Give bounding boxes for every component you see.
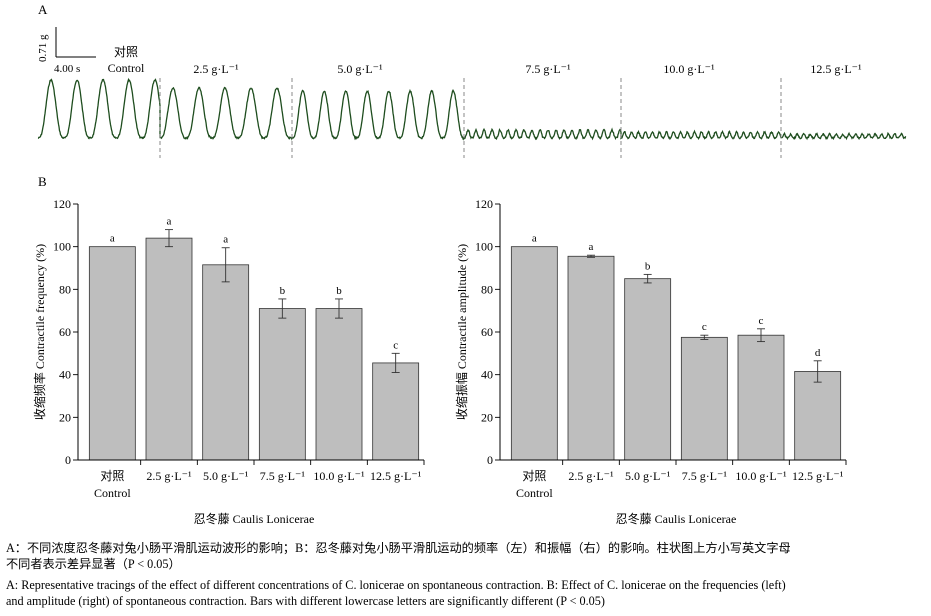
segment-dividers xyxy=(159,78,782,158)
segment-label: 2.5 g·L⁻¹ xyxy=(193,62,239,76)
scale-bar-y-label: 0.71 g xyxy=(37,34,49,62)
bar xyxy=(567,255,615,461)
error-bar xyxy=(643,273,652,284)
error-bar xyxy=(587,254,595,258)
error-bar xyxy=(221,247,230,283)
y-tick-label: 120 xyxy=(475,197,493,211)
error-bar xyxy=(700,334,709,340)
x-tick-label: 2.5 g·L⁻¹ xyxy=(146,469,192,483)
bar xyxy=(624,278,672,461)
x-tick-label: 7.5 g·L⁻¹ xyxy=(260,469,306,483)
y-tick-label: 60 xyxy=(59,325,71,339)
y-tick-label: 80 xyxy=(481,282,493,296)
scale-bar-x-label: 4.00 s xyxy=(54,63,80,75)
caption-cn-line1: A：不同浓度忍冬藤对兔小肠平滑肌运动波形的影响；B：忍冬藤对兔小肠平滑肌运动的频… xyxy=(6,541,791,555)
x-tick-label: 10.0 g·L⁻¹ xyxy=(735,469,787,483)
x-tick-label: 对照 xyxy=(100,469,124,483)
x-tick-label: 12.5 g·L⁻¹ xyxy=(370,469,422,483)
figure-canvas: A 0.71 g 4.00 s 对照 Control 2.5 g·L⁻¹ 5.0 g·… xyxy=(32,2,907,526)
significance-letter: c xyxy=(393,339,398,351)
y-axis-label: 收缩振幅 Contractile amplitude (%) xyxy=(454,244,469,420)
panel-a-label: A xyxy=(38,2,48,17)
y-tick-label: 0 xyxy=(65,453,71,467)
y-tick-label: 60 xyxy=(481,325,493,339)
x-tick-label: 5.0 g·L⁻¹ xyxy=(625,469,671,483)
significance-letter: a xyxy=(589,241,594,253)
y-tick-label: 100 xyxy=(53,240,71,254)
x-tick-label: 7.5 g·L⁻¹ xyxy=(682,469,728,483)
x-axis-label: 忍冬藤 Caulis Lonicerae xyxy=(194,511,315,526)
y-tick-label: 40 xyxy=(481,368,493,382)
x-tick-label: 2.5 g·L⁻¹ xyxy=(568,469,614,483)
bar xyxy=(88,246,136,461)
segment-label: 10.0 g·L⁻¹ xyxy=(663,62,715,76)
frequency-chart: a 对照 Control a 2.5 g·L⁻¹ a 5.0 g·L⁻¹ b 7.5 g·L⁻¹… xyxy=(32,197,425,526)
x-axis-label: 忍冬藤 Caulis Lonicerae xyxy=(616,511,737,526)
amplitude-chart: a 对照 Control a 2.5 g·L⁻¹ b 5.0 g·L⁻¹ c 7.5 g·L⁻¹… xyxy=(454,197,847,526)
segment-label: 5.0 g·L⁻¹ xyxy=(337,62,383,76)
significance-letter: c xyxy=(702,321,707,333)
y-tick-label: 120 xyxy=(53,197,71,211)
significance-letter: a xyxy=(167,216,172,228)
y-tick-label: 100 xyxy=(475,240,493,254)
error-bar xyxy=(391,352,400,373)
y-tick-label: 80 xyxy=(59,282,71,296)
significance-letter: a xyxy=(532,233,537,245)
caption-en-line1: A: Representative tracings of the effect… xyxy=(6,578,786,592)
significance-letter: c xyxy=(759,315,764,327)
segment-label-cn: 对照 xyxy=(114,45,138,59)
segment-labels: 对照 Control 2.5 g·L⁻¹ 5.0 g·L⁻¹ 7.5 g·L⁻¹ 10.0… xyxy=(108,45,862,76)
caption-en-line2: and amplitude (right) of spontaneous con… xyxy=(6,594,605,608)
bar xyxy=(202,264,250,461)
bar xyxy=(258,308,306,461)
y-tick-label: 40 xyxy=(59,368,71,382)
contraction-trace xyxy=(37,77,907,141)
bar xyxy=(680,336,728,461)
bar xyxy=(372,362,420,461)
error-bar xyxy=(757,328,765,343)
y-axis-label: 收缩频率 Contractile frequency (%) xyxy=(32,244,47,420)
error-bar xyxy=(813,360,822,383)
bar xyxy=(510,246,558,461)
y-tick-label: 20 xyxy=(481,410,493,424)
significance-letter: b xyxy=(280,285,286,297)
error-bar xyxy=(278,298,287,319)
caption-cn-line2: 不同者表示差异显著（P < 0.05） xyxy=(6,557,181,571)
significance-letter: b xyxy=(336,285,342,297)
x-tick-label: 12.5 g·L⁻¹ xyxy=(792,469,844,483)
scale-bar: 0.71 g 4.00 s xyxy=(37,27,96,75)
significance-letter: b xyxy=(645,260,651,272)
x-tick-label: Control xyxy=(94,486,131,500)
bar xyxy=(794,371,842,461)
x-tick-label: 10.0 g·L⁻¹ xyxy=(313,469,365,483)
significance-letter: a xyxy=(223,234,228,246)
segment-label: 12.5 g·L⁻¹ xyxy=(810,62,862,76)
x-tick-label: 5.0 g·L⁻¹ xyxy=(203,469,249,483)
y-tick-label: 20 xyxy=(59,410,71,424)
bar xyxy=(315,308,363,461)
error-bar xyxy=(165,229,173,248)
segment-label: Control xyxy=(108,61,145,75)
bar xyxy=(737,334,785,461)
y-tick-label: 0 xyxy=(487,453,493,467)
x-tick-label: Control xyxy=(516,486,553,500)
segment-label: 7.5 g·L⁻¹ xyxy=(525,62,571,76)
significance-letter: a xyxy=(110,233,115,245)
x-tick-label: 对照 xyxy=(522,469,546,483)
error-bar xyxy=(335,298,343,319)
panel-b-label: B xyxy=(38,174,47,189)
bar xyxy=(145,237,193,461)
significance-letter: d xyxy=(815,347,821,359)
